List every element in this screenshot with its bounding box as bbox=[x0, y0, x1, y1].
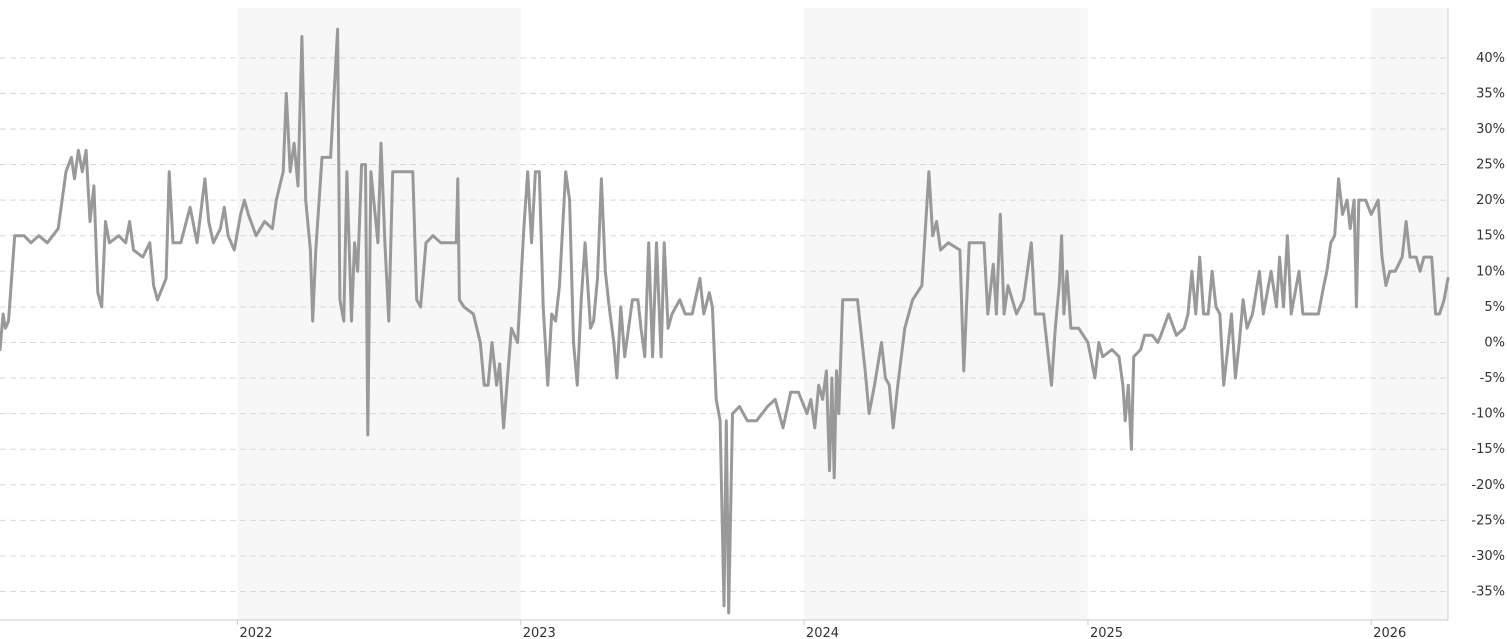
series-group bbox=[0, 27, 1450, 615]
y-tick-label: -5% bbox=[1480, 371, 1505, 386]
year-band-2024 bbox=[803, 8, 1088, 620]
y-tick-label: -15% bbox=[1471, 442, 1505, 457]
year-band-2022 bbox=[237, 8, 521, 620]
x-tick-label: 2024 bbox=[806, 626, 839, 639]
y-tick-label: 35% bbox=[1476, 86, 1505, 101]
y-tick-label: -35% bbox=[1471, 585, 1505, 600]
y-tick-label: -30% bbox=[1471, 549, 1505, 564]
y-tick-label: -25% bbox=[1471, 513, 1505, 528]
y-tick-label: 5% bbox=[1484, 300, 1505, 315]
y-tick-label: 30% bbox=[1476, 122, 1505, 137]
y-tick-label: 40% bbox=[1476, 51, 1505, 66]
x-axis-labels: 2022 2023 2024 2025 2026 bbox=[236, 620, 1406, 639]
y-tick-label: 25% bbox=[1476, 158, 1505, 173]
y-tick-label: 15% bbox=[1476, 229, 1505, 244]
y-axis-labels: 40% 35% 30% 25% 20% 15% 10% 5% 0% -5% -10% -15% -20%… bbox=[1471, 51, 1505, 600]
x-tick-label: 2025 bbox=[1090, 626, 1123, 639]
x-tick-label: 2023 bbox=[523, 626, 556, 639]
y-tick-label: 10% bbox=[1476, 264, 1505, 279]
y-tick-label: -10% bbox=[1471, 407, 1505, 422]
y-tick-label: 20% bbox=[1476, 193, 1505, 208]
series-line-0 bbox=[0, 27, 1450, 615]
y-tick-label: 0% bbox=[1484, 335, 1505, 350]
x-tick-label: 2026 bbox=[1373, 626, 1406, 639]
y-tick-label: -20% bbox=[1471, 478, 1505, 493]
x-tick-label: 2022 bbox=[239, 626, 272, 639]
